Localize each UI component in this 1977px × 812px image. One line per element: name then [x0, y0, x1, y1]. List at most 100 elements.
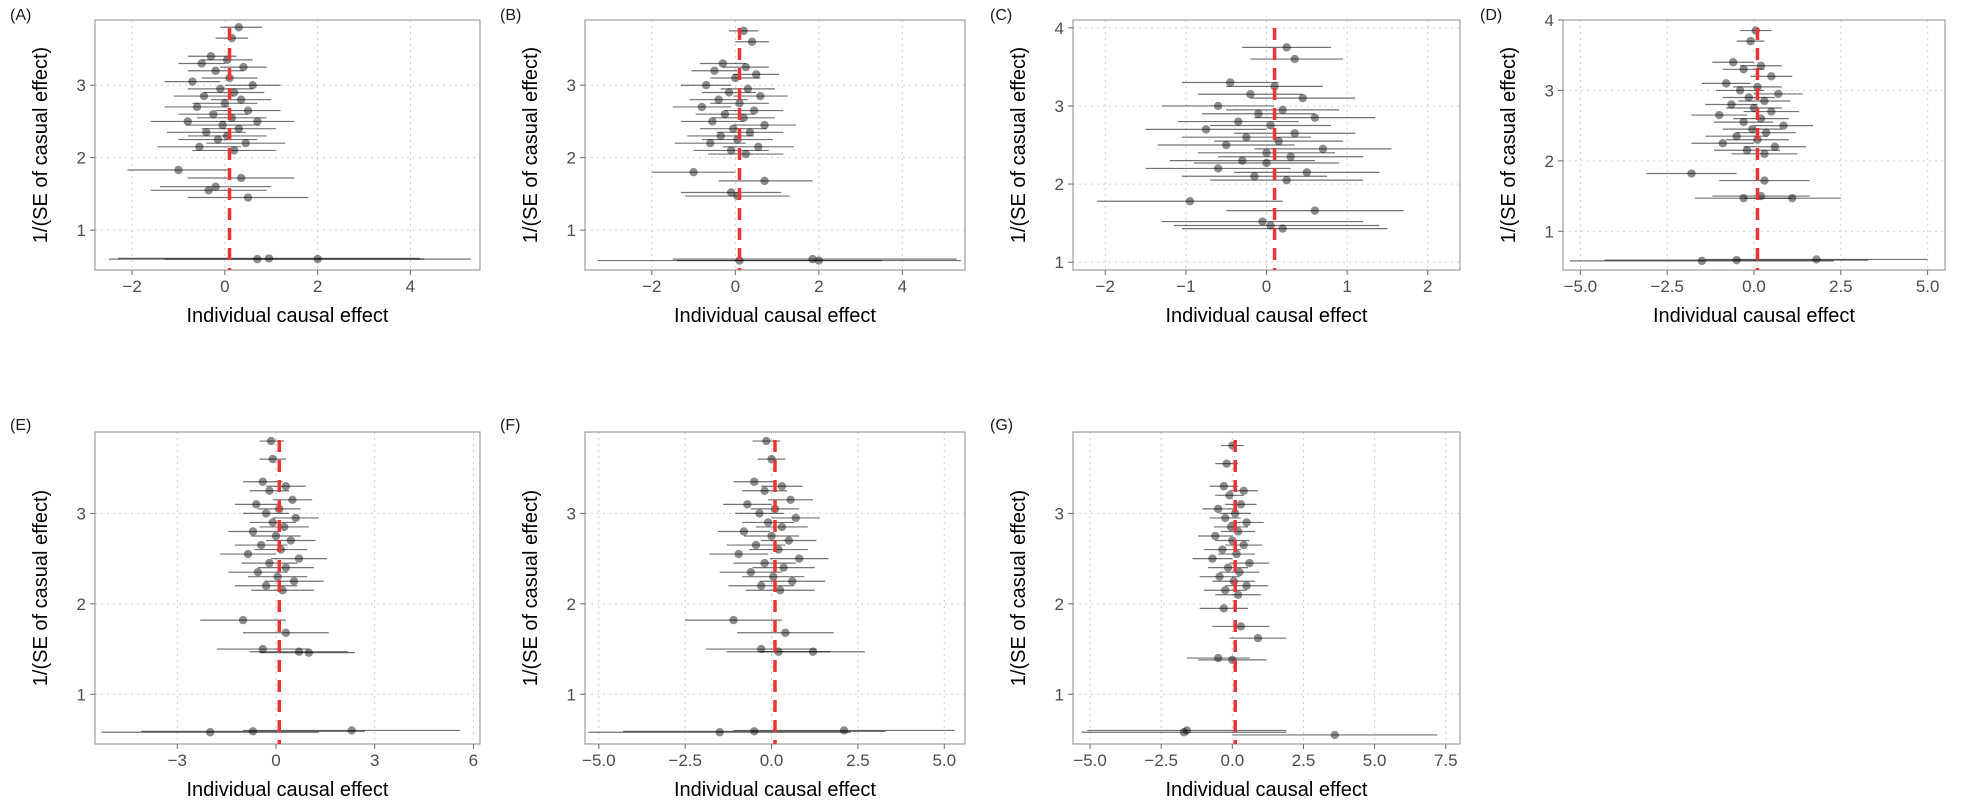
x-tick-label: −1 — [1176, 277, 1195, 296]
data-point — [756, 581, 766, 590]
x-tick-label: −5.0 — [1564, 277, 1598, 296]
data-point — [281, 628, 291, 637]
y-tick-label: 3 — [1055, 97, 1064, 116]
data-point — [756, 91, 765, 101]
data-point — [261, 509, 271, 518]
y-tick-label: 2 — [567, 149, 576, 168]
data-point — [236, 95, 246, 104]
data-point — [760, 120, 769, 130]
panel-f: (F) −5.0 −2.5 0.0 2.5 5.0 1 2 3 Individual causal… — [500, 417, 966, 801]
data-point — [747, 37, 757, 46]
data-point — [1221, 586, 1230, 595]
y-tick-label: 1 — [1055, 685, 1064, 704]
data-point — [1215, 572, 1224, 581]
data-point — [241, 138, 250, 148]
data-point — [739, 26, 748, 36]
data-point — [1245, 558, 1254, 568]
y-tick-label: 2 — [1055, 595, 1064, 614]
data-point — [726, 146, 736, 155]
data-point — [1223, 563, 1233, 572]
data-point — [714, 95, 723, 104]
y-tick-label: 4 — [1055, 19, 1064, 38]
data-point — [268, 454, 277, 464]
y-tick-label: 1 — [77, 685, 86, 704]
data-point — [213, 135, 223, 144]
data-point — [1213, 164, 1223, 173]
data-point — [779, 563, 788, 572]
y-tick-label: 2 — [1545, 152, 1554, 171]
data-point — [1179, 728, 1189, 737]
y-axis-title: 1/(SE of casual effect) — [1498, 47, 1520, 243]
y-tick-label: 3 — [1055, 504, 1064, 523]
data-point — [760, 486, 769, 495]
y-tick-label: 2 — [77, 595, 86, 614]
data-point — [1226, 522, 1236, 532]
data-point — [252, 500, 261, 509]
data-point — [204, 186, 213, 195]
data-point — [1310, 206, 1320, 215]
data-point — [1748, 124, 1757, 134]
x-tick-label: 5.0 — [932, 751, 956, 770]
data-point — [294, 554, 304, 563]
data-point — [243, 549, 253, 559]
y-tick-label: 1 — [567, 685, 576, 704]
data-point — [304, 648, 314, 657]
data-point — [741, 62, 750, 72]
data-point — [216, 84, 225, 94]
y-tick-label: 4 — [1545, 11, 1554, 30]
x-tick-label: 2.5 — [846, 751, 870, 770]
plot-frame — [1072, 431, 1461, 745]
data-point — [205, 728, 215, 737]
data-point — [218, 120, 227, 130]
data-point — [777, 482, 787, 491]
data-point — [767, 531, 776, 541]
data-point — [808, 254, 817, 264]
x-tick-label: 0 — [271, 751, 280, 770]
x-tick-label: −5.0 — [582, 751, 616, 770]
data-point — [786, 495, 795, 505]
x-tick-label: 7.5 — [1434, 751, 1458, 770]
panel-letter: (A) — [10, 7, 31, 24]
y-axis-title: 1/(SE of casual effect) — [1008, 47, 1030, 243]
panel-e: (E) −3 0 3 6 1 2 3 Individual causal effect 1/(SE… — [10, 417, 481, 801]
data-point — [746, 567, 756, 577]
data-point — [294, 647, 304, 656]
plot-frame — [94, 19, 481, 271]
data-point — [1739, 117, 1748, 127]
data-point — [1219, 604, 1229, 613]
panel-c: (C) −2 −1 0 1 2 1 2 3 4 Individual causal effect 1/… — [990, 7, 1461, 327]
panel-letter: (F) — [500, 417, 520, 434]
y-axis-title: 1/(SE of casual effect) — [520, 47, 542, 243]
x-tick-label: 0.0 — [760, 751, 784, 770]
data-point — [763, 518, 773, 527]
x-tick-label: 4 — [898, 277, 907, 296]
data-point — [752, 70, 761, 79]
x-tick-label: −3 — [168, 751, 187, 770]
plot-frame — [94, 431, 481, 745]
data-point — [236, 173, 246, 183]
data-point — [253, 567, 263, 577]
data-point — [1739, 65, 1748, 74]
data-point — [1278, 224, 1287, 233]
y-tick-label: 1 — [1055, 253, 1064, 272]
data-point — [1727, 100, 1736, 109]
data-point — [195, 142, 204, 152]
data-point — [289, 577, 299, 586]
data-point — [253, 117, 262, 126]
data-point — [689, 167, 698, 177]
data-point — [1756, 61, 1766, 70]
panel-letter: (B) — [500, 7, 521, 24]
y-tick-label: 3 — [77, 76, 86, 95]
data-point — [199, 91, 209, 101]
data-point — [273, 572, 282, 581]
data-point — [777, 522, 787, 532]
data-point — [794, 554, 804, 563]
data-point — [256, 540, 266, 550]
data-point — [265, 486, 274, 495]
data-point — [1722, 79, 1731, 88]
data-point — [1208, 554, 1217, 563]
data-point — [1812, 255, 1821, 264]
data-point — [1779, 121, 1788, 130]
data-point — [1728, 58, 1738, 67]
data-point — [248, 527, 258, 536]
